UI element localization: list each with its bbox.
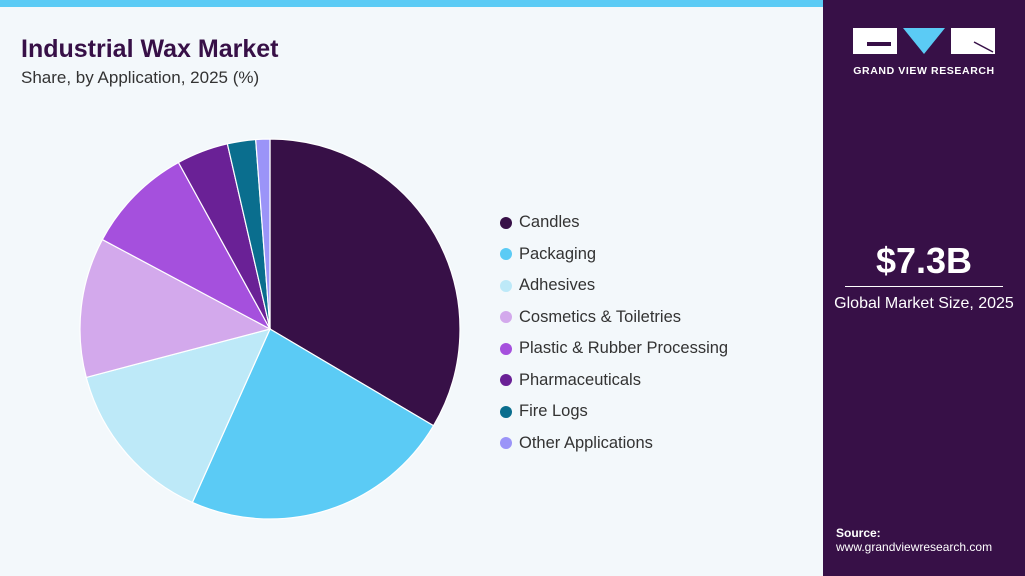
legend-label: Fire Logs xyxy=(519,402,588,421)
legend-label: Pharmaceuticals xyxy=(519,370,641,389)
pie-slice-adhesives xyxy=(85,328,272,504)
legend-item: Candles xyxy=(500,207,728,239)
pie-slice-candles xyxy=(269,138,461,427)
pie-slice-packaging xyxy=(191,328,435,520)
source-url[interactable]: www.grandviewresearch.com xyxy=(836,540,993,554)
legend-marker-icon xyxy=(500,437,512,450)
legend-item: Other Applications xyxy=(500,428,728,460)
legend-marker-icon xyxy=(500,374,512,387)
legend-marker-icon xyxy=(500,216,512,229)
sidebar: GRAND VIEW RESEARCH $7.3B Global Market … xyxy=(823,0,1025,576)
source: Source: www.grandviewresearch.com xyxy=(836,526,992,554)
brand-name: GRAND VIEW RESEARCH xyxy=(853,65,995,77)
market-size-label: Global Market Size, 2025 xyxy=(834,295,1014,312)
chart-subtitle: Share, by Application, 2025 (%) xyxy=(21,68,260,87)
source-label: Source: xyxy=(836,526,881,540)
chart-title: Industrial Wax Market xyxy=(21,35,279,63)
legend-label: Packaging xyxy=(519,244,597,263)
legend-marker-icon xyxy=(500,279,512,292)
legend-label: Adhesives xyxy=(519,276,596,295)
legend: Candles Packaging Adhesives Cosmetics & Toi… xyxy=(500,207,728,459)
legend-marker-icon xyxy=(500,405,512,418)
legend-item: Fire Logs xyxy=(500,396,728,428)
legend-item: Packaging xyxy=(500,239,728,271)
legend-item: Cosmetics & Toiletries xyxy=(500,302,728,334)
pie-slice-other-applications xyxy=(255,138,271,330)
pie-slice-cosmetics-toiletries xyxy=(79,238,272,379)
market-size-value: $7.3B xyxy=(875,240,973,281)
pie-slice-plastic-rubber-processing xyxy=(101,161,272,331)
legend-label: Plastic & Rubber Processing xyxy=(519,339,729,358)
legend-marker-icon xyxy=(500,342,512,355)
legend-label: Candles xyxy=(519,213,580,232)
brand-logo: GRAND VIEW RESEARCH xyxy=(853,28,995,77)
divider xyxy=(845,286,1003,287)
legend-label: Cosmetics & Toiletries xyxy=(519,307,681,326)
legend-label: Other Applications xyxy=(519,433,653,452)
pie-chart xyxy=(79,138,461,520)
legend-item: Plastic & Rubber Processing xyxy=(500,333,728,365)
legend-marker-icon xyxy=(500,311,512,324)
gvr-logo-icon xyxy=(853,28,995,54)
legend-item: Pharmaceuticals xyxy=(500,365,728,397)
legend-item: Adhesives xyxy=(500,270,728,302)
legend-marker-icon xyxy=(500,248,512,261)
